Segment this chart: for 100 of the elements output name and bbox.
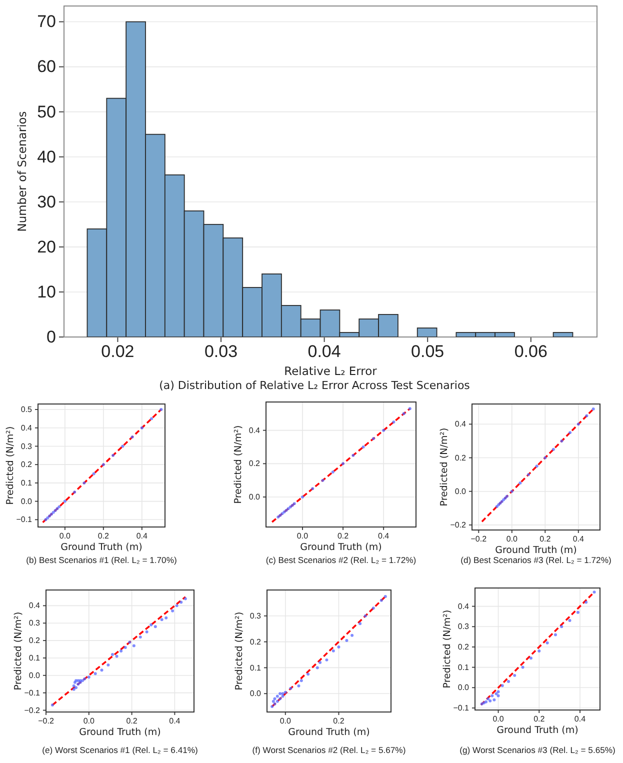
y-axis-title: Predicted (N/m²) <box>233 425 244 504</box>
x-tick-label: 0.4 <box>169 716 181 726</box>
point <box>402 412 406 416</box>
point <box>82 481 86 484</box>
point <box>160 408 163 411</box>
point <box>576 422 580 426</box>
point <box>332 649 335 652</box>
y-tick-label: 0.4 <box>248 426 261 435</box>
point <box>273 702 276 706</box>
point <box>350 634 354 637</box>
point <box>510 490 514 493</box>
y-tick-label: 30 <box>37 192 56 212</box>
y-tick-label: 0.1 <box>250 663 262 672</box>
point <box>92 472 96 476</box>
point <box>486 697 490 700</box>
x-axis-title: Ground Truth (m) <box>300 542 382 553</box>
point <box>76 682 80 686</box>
point <box>289 686 292 690</box>
y-tick-label: 0.2 <box>458 642 470 652</box>
point <box>306 672 310 676</box>
point <box>408 407 412 410</box>
point <box>58 505 61 508</box>
point <box>164 616 168 620</box>
point <box>145 630 148 634</box>
point <box>554 633 557 636</box>
y-axis-title: Predicted (N/m²) <box>234 612 245 690</box>
point <box>331 470 334 474</box>
point <box>507 680 510 684</box>
y-tick-label: 10 <box>37 282 56 302</box>
point <box>130 436 134 439</box>
y-tick-label: 0.2 <box>250 637 262 646</box>
point <box>160 618 164 622</box>
x-tick-label: 0.2 <box>333 716 345 726</box>
point <box>87 676 90 679</box>
y-axis-title: Predicted (N/m²) <box>439 428 450 506</box>
y-tick-label: −0.1 <box>24 688 41 698</box>
point <box>521 666 524 669</box>
y-tick-label: 0.2 <box>28 636 41 646</box>
x-axis-title: Ground Truth (m) <box>288 727 370 738</box>
text: (f) Worst Scenarios #2 (Rel. L₂ = 5.67%) <box>252 745 406 755</box>
point <box>72 684 76 688</box>
x-tick-label: 0.02 <box>101 342 134 362</box>
point <box>576 610 580 614</box>
x-tick-label: 0.2 <box>534 714 546 724</box>
x-tick-label: 0.4 <box>574 714 586 724</box>
point <box>50 704 54 707</box>
x-tick-label: 0.05 <box>411 342 444 362</box>
point <box>184 597 187 600</box>
point <box>276 694 279 698</box>
point <box>112 454 115 457</box>
point <box>140 426 144 430</box>
y-tick-label: 0.2 <box>454 453 467 462</box>
text: (c) Best Scenarios #2 (Rel. L₂ = 1.72%) <box>266 555 416 565</box>
x-tick-label: 0.0 <box>280 716 292 726</box>
point <box>48 514 52 518</box>
point <box>121 444 124 448</box>
point <box>278 692 282 696</box>
y-axis-title: Predicted (N/m²) <box>13 612 24 690</box>
x-tick-label: 0.4 <box>572 534 584 544</box>
point <box>318 661 322 664</box>
point <box>150 417 154 420</box>
x-tick-label: 0.0 <box>59 532 72 541</box>
point <box>311 487 314 490</box>
text: (g) Worst Scenarios #3 (Rel. L₂ = 5.65%) <box>460 745 616 755</box>
point <box>492 698 496 702</box>
point <box>496 694 500 698</box>
point <box>513 674 516 677</box>
y-tick-label: 40 <box>37 147 56 166</box>
x-tick-label: 0.2 <box>337 532 350 541</box>
point <box>72 688 76 691</box>
point <box>73 490 76 494</box>
point <box>380 598 383 602</box>
point <box>496 690 500 694</box>
point <box>111 652 114 656</box>
point <box>54 508 57 512</box>
point <box>372 437 375 440</box>
point <box>568 431 572 434</box>
text: (b) Best Scenarios #1 (Rel. L₂ = 1.70%) <box>26 555 177 565</box>
y-tick-label: 0.0 <box>28 670 41 680</box>
point <box>518 481 522 484</box>
point <box>568 619 572 622</box>
x-tick-label: −0.2 <box>470 534 488 544</box>
point <box>175 604 178 608</box>
point <box>529 656 532 660</box>
y-tick-label: 0.3 <box>20 442 33 451</box>
point <box>56 507 59 510</box>
x-tick-label: 0.2 <box>540 534 552 544</box>
point <box>102 463 105 466</box>
point <box>290 504 294 507</box>
x-axis-title: Ground Truth (m) <box>495 545 577 556</box>
y-tick-label: 50 <box>37 102 56 122</box>
point <box>535 464 538 468</box>
y-tick-label: −0.2 <box>24 706 41 715</box>
point <box>488 699 492 702</box>
point <box>300 496 304 498</box>
y-tick-label: 0.3 <box>250 611 262 620</box>
point <box>273 697 276 700</box>
point <box>546 641 549 644</box>
point <box>124 646 127 650</box>
y-tick-label: 0.2 <box>248 459 261 468</box>
